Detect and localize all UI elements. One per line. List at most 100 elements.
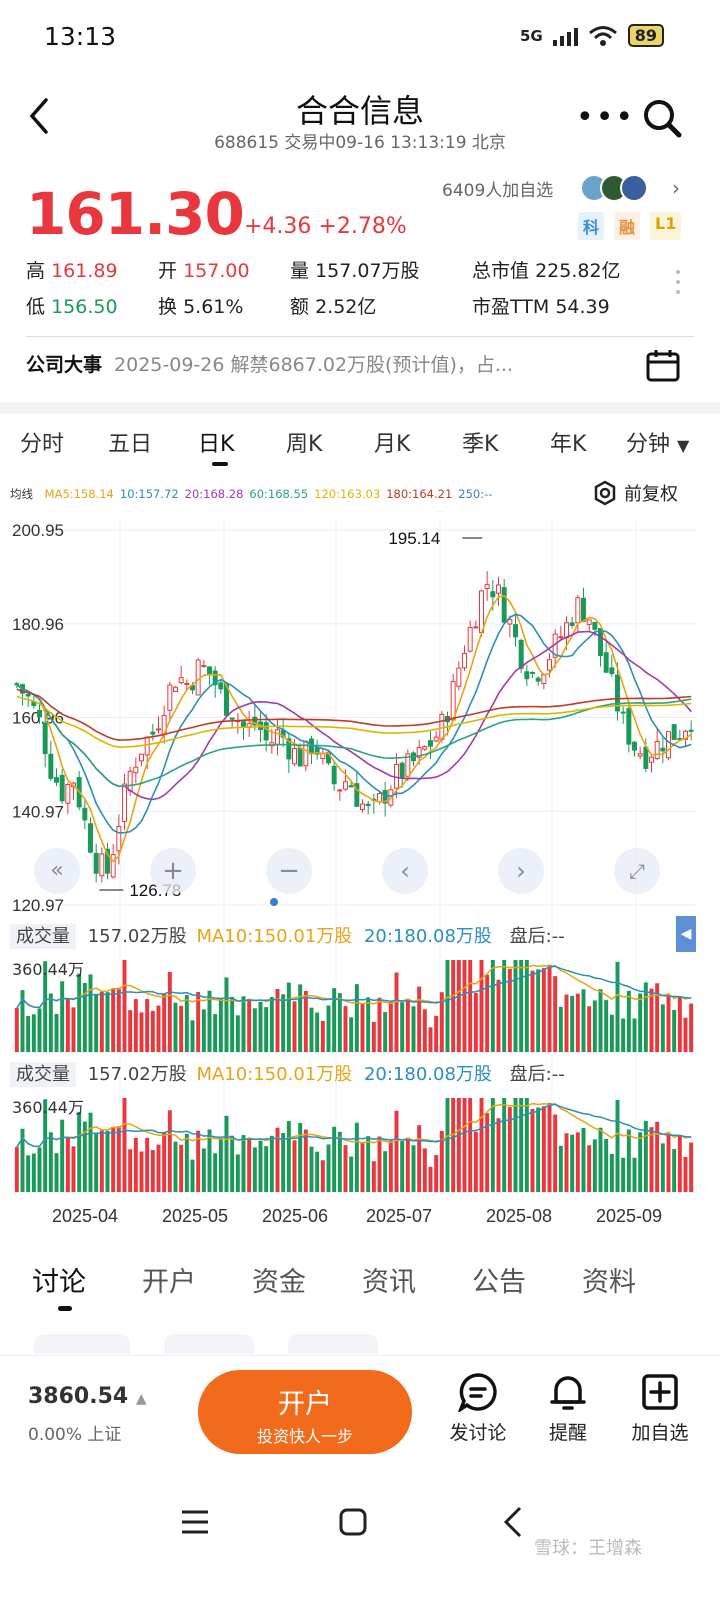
volume-bar [428,1027,433,1052]
candle-body [456,667,462,687]
nav-back-icon[interactable] [500,1505,524,1539]
event-label: 公司大事 [26,354,103,376]
volume-bar [660,1004,665,1052]
volume-bar [167,1110,172,1192]
x-tick-label: 2025-09 [596,1206,662,1226]
post-discussion-button[interactable]: 发讨论 [438,1372,518,1445]
candle-body [122,783,127,822]
volume-bar [468,1098,473,1192]
volume-bar [139,1012,144,1052]
candle-body [331,765,337,785]
volume-bar [417,986,422,1052]
volume-bar [643,1120,648,1192]
zoom-out-button[interactable]: − [266,848,312,894]
volume-bar [241,996,246,1052]
index-value[interactable]: 3860.54 ▲ [28,1384,147,1409]
tab-intraday[interactable]: 分时 [20,432,65,457]
volume-bar [94,1133,99,1192]
volume-bar [570,995,575,1052]
volume-bar [77,973,82,1052]
tab-profile[interactable]: 资料 [582,1267,636,1298]
scroll-right-button[interactable]: › [498,848,544,894]
volume-bar [689,1142,694,1192]
search-icon[interactable] [640,96,684,140]
collapse-panel-button[interactable]: ◀ [676,916,696,952]
fullscreen-icon[interactable]: ⤢ [614,848,660,894]
volume-bar [230,1135,235,1192]
candle-body [207,666,212,675]
chevron-right-icon[interactable]: › [672,176,680,200]
back-icon[interactable] [24,96,54,136]
tab-news[interactable]: 资讯 [362,1267,416,1298]
ma-line-5 [16,595,692,863]
candle-body [654,740,660,760]
volume-bar [632,1157,637,1192]
tab-daily-k[interactable]: 日K [198,432,235,457]
alert-button[interactable]: 提醒 [528,1372,608,1445]
ma-legend[interactable]: 均线 MA5:158.14 10:157.72 20:168.28 60:168.55… [10,486,498,502]
volume-bar [309,1007,314,1052]
more-button[interactable]: ••• [576,100,636,135]
candle-body [360,803,365,810]
filter-chip[interactable] [34,1334,130,1354]
calendar-icon[interactable] [646,348,680,382]
price-adjust-button[interactable]: 前复权 [592,480,678,506]
kline-period-tabs: 分时 五日 日K 周K 月K 季K 年K 分钟 ▼ [0,420,720,470]
candle-body [201,665,207,668]
tab-announcements[interactable]: 公告 [472,1267,526,1298]
candle-body [501,587,507,623]
tab-quarterly-k[interactable]: 季K [462,432,499,457]
menu-icon[interactable] [180,1509,210,1535]
follower-avatars[interactable] [580,174,648,202]
tab-open-account[interactable]: 开户 [142,1267,196,1298]
tab-weekly-k[interactable]: 周K [286,432,323,457]
candle-body [586,619,592,625]
tab-monthly-k[interactable]: 月K [374,432,411,457]
x-tick-label: 2025-08 [486,1206,552,1226]
bottom-action-bar: 3860.54 ▲ 0.00% 上证 开户 投资快人一步 发讨论 提醒 加自选 [0,1355,720,1495]
volume-legend-2[interactable]: 成交量 157.02万股 MA10:150.01万股 20:180.08万股 盘… [10,1060,565,1087]
volume-bar [354,984,359,1052]
after-hours: 盘后:-- [509,1064,565,1085]
tab-yearly-k[interactable]: 年K [550,432,587,457]
followers-count[interactable]: 6409人加自选 [442,181,554,201]
scroll-left-button[interactable]: ‹ [382,848,428,894]
candle-body [513,624,518,638]
volume-tag: 成交量 [10,924,76,949]
status-icons: 5G 89 [520,24,664,47]
volume-bar [445,1098,450,1192]
candle-body [105,848,110,874]
candle-body [688,729,694,732]
zoom-in-button[interactable]: + [150,848,196,894]
tab-funds[interactable]: 资金 [252,1267,306,1298]
section-gap [0,402,720,414]
high-label: 高 [26,260,46,282]
volume-ma-line-20 [16,1103,692,1148]
index-value-text: 3860.54 [28,1384,129,1409]
volume-bar [162,1132,167,1192]
rewind-button[interactable]: « [34,848,80,894]
expand-stats-handle[interactable] [676,270,682,300]
candle-body [660,747,666,752]
add-watchlist-button[interactable]: 加自选 [620,1372,700,1445]
volume-bar [196,1130,201,1192]
filter-chip[interactable] [164,1334,254,1354]
volume-bar [655,983,660,1052]
filter-chip[interactable] [288,1334,378,1354]
ma-legend-item: 60:168.55 [249,487,309,501]
candle-body [348,785,354,788]
volume-bar [43,961,48,1052]
volume-legend[interactable]: 成交量 157.02万股 MA10:150.01万股 20:180.08万股 盘… [10,922,565,949]
open-label: 开 [158,260,178,282]
volume-bar [31,1153,36,1192]
kline-chart[interactable]: 200.95180.96160.96140.97120.97195.14126.… [0,508,720,1228]
tab-minute[interactable]: 分钟 ▼ [626,426,689,458]
volume-bar [99,1130,104,1192]
company-event[interactable]: 公司大事 2025-09-26 解禁6867.02万股(预计值)，占... [26,350,626,377]
tab-discussion[interactable]: 讨论 [32,1267,86,1298]
open-account-button[interactable]: 开户 投资快人一步 [198,1370,412,1454]
tab-5day[interactable]: 五日 [108,432,153,457]
volume-bar [366,997,371,1052]
volume-bar [156,1005,161,1052]
home-icon[interactable] [338,1507,368,1537]
